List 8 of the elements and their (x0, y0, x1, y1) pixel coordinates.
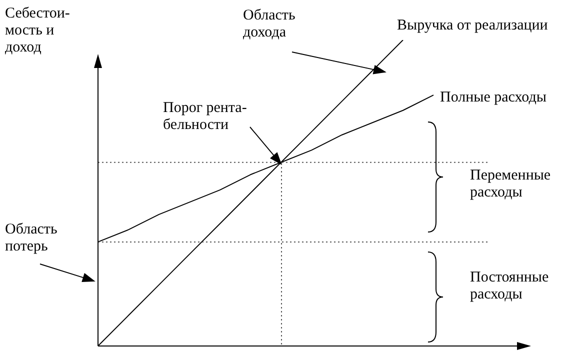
annotation: Переменные расходы (470, 167, 551, 200)
series-label: Полные расходы (440, 89, 546, 106)
y-axis-title: Себестои- мость и доход (5, 5, 70, 56)
text: Область потерь (5, 221, 58, 254)
annotation: Постоянные расходы (470, 269, 549, 302)
annotation: Область дохода (243, 7, 296, 40)
annotation: Порог рента- бельности (163, 100, 247, 133)
series-label: Выручка от реализации (397, 17, 548, 34)
